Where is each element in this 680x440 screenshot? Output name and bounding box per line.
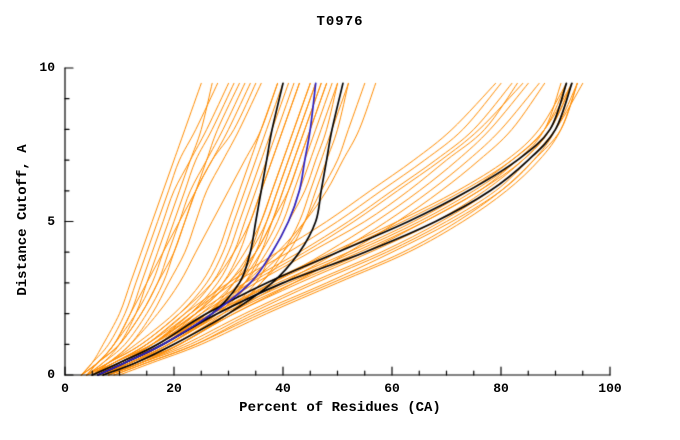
x-axis-label: Percent of Residues (CA) — [239, 400, 441, 416]
y-tick-label: 0 — [47, 367, 55, 382]
y-tick-label: 10 — [39, 60, 55, 75]
x-tick-label: 80 — [493, 381, 509, 396]
x-tick-label: 40 — [275, 381, 291, 396]
x-tick-label: 0 — [61, 381, 69, 396]
x-tick-label: 20 — [166, 381, 182, 396]
x-tick-label: 100 — [598, 381, 622, 396]
y-tick-label: 5 — [47, 213, 55, 229]
x-tick-label: 60 — [384, 381, 400, 396]
chart-title: T0976 — [316, 14, 364, 30]
